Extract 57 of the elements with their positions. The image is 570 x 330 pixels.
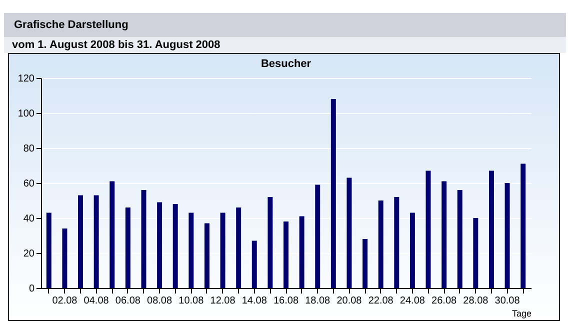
bar	[457, 190, 462, 288]
bar	[125, 208, 130, 288]
x-tick-label: 24.08	[400, 296, 426, 306]
x-tick-label: 18.08	[305, 296, 331, 306]
text: vom 1. August 2008 bis 31. August 2008	[4, 37, 566, 53]
bar	[94, 195, 99, 288]
y-tick-label: 40	[23, 214, 35, 224]
bar	[78, 195, 84, 288]
x-tick-label: 14.08	[242, 296, 268, 306]
x-tick-label: 28.08	[463, 296, 489, 306]
x-tick-label: 02.08	[52, 296, 78, 306]
y-tick-label: 100	[18, 108, 35, 120]
bar	[141, 190, 146, 288]
bar	[346, 178, 352, 288]
bar	[442, 181, 447, 288]
bar	[378, 200, 384, 288]
chart-title: Besucher	[260, 58, 312, 70]
y-tick-label: 80	[23, 144, 35, 154]
bar	[268, 197, 273, 288]
bar	[252, 240, 257, 288]
bar	[426, 170, 431, 288]
bar	[315, 184, 320, 288]
y-tick-label: 120	[18, 74, 35, 84]
bar	[299, 216, 304, 288]
bar	[204, 223, 210, 288]
x-tick-label: 04.08	[84, 296, 110, 306]
x-tick-label: 10.08	[178, 296, 204, 306]
bar	[236, 208, 242, 288]
bar	[62, 228, 68, 288]
y-tick-label: 60	[23, 178, 35, 190]
bar	[520, 164, 526, 288]
bar	[110, 181, 115, 288]
bar	[473, 218, 478, 288]
x-tick-label: 20.08	[336, 296, 362, 306]
bar	[172, 204, 178, 288]
bar	[46, 212, 52, 288]
bar	[410, 212, 415, 288]
x-tick-label: 22.08	[368, 296, 394, 306]
x-tick-label: 30.08	[494, 296, 520, 306]
y-tick-label: 20	[23, 248, 35, 260]
bar	[504, 183, 510, 288]
bar	[188, 212, 194, 288]
x-tick-label: 08.08	[147, 296, 172, 306]
x-tick-label: 12.08	[210, 296, 236, 306]
x-tick-label: 16.08	[273, 296, 299, 306]
bar	[330, 99, 336, 288]
bar	[157, 202, 162, 288]
bar	[284, 222, 288, 288]
bar	[362, 239, 368, 288]
x-tick-label: 26.08	[432, 296, 458, 306]
bar	[488, 170, 494, 288]
bar	[394, 197, 400, 288]
bar	[220, 212, 226, 288]
y-tick-label: 0	[28, 284, 35, 294]
x-tick-label: 06.08	[115, 296, 141, 306]
text: Grafische Darstellung	[4, 13, 566, 37]
x-axis-title: Tage	[512, 308, 532, 318]
